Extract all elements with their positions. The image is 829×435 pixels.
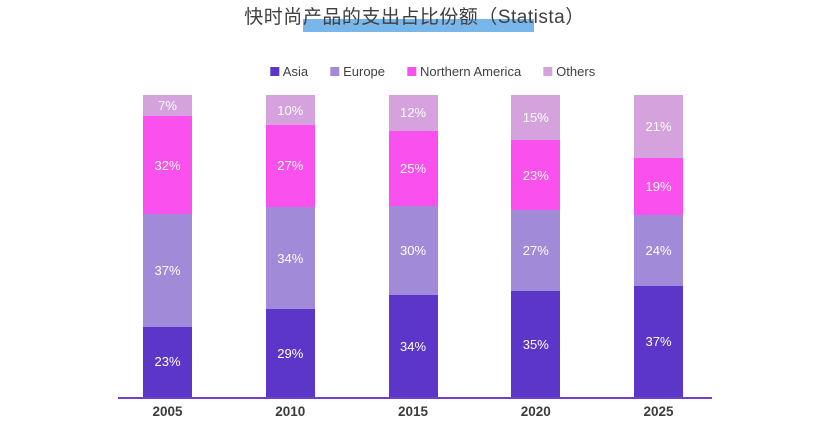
legend-item-northern-america: Northern America [407,64,521,79]
bar-segment-asia: 34% [388,295,438,397]
x-axis-label-2015: 2015 [397,404,429,419]
data-label: 29% [277,345,304,361]
data-label: 30% [399,243,427,258]
x-axis-label-2010: 2010 [275,404,306,419]
legend-swatch-icon [543,67,553,76]
bar-segment-others: 21% [634,95,683,158]
legend-swatch-icon [330,67,340,76]
legend-item-others: Others [543,64,595,79]
legend-swatch-icon [407,67,417,76]
bar-2015: 34% 30% 25% 12% [388,95,438,397]
title-text-after: ista） [533,7,585,28]
data-label: 15% [522,110,549,126]
legend-item-europe: Europe [330,64,385,79]
data-label: 37% [154,262,181,278]
bar-segment-europe: 27% [511,209,561,292]
bar-segment-asia: 35% [511,291,561,397]
data-label: 21% [645,118,672,134]
data-label: 27% [522,243,549,259]
bar-2010: 29% 34% 27% 10% [265,95,315,397]
bar-segment-northern-america: 32% [143,116,192,214]
data-label: 34% [277,250,304,266]
bar-segment-northern-america: 19% [634,157,683,215]
bar-segment-others: 12% [388,95,438,131]
legend-label: Northern America [420,64,522,79]
chart-legend: Asia Europe Northern America Others [269,64,595,79]
x-axis-label-2025: 2025 [643,404,674,419]
legend-item-asia: Asia [269,64,309,79]
data-label: 10% [277,102,304,118]
data-label: 37% [645,334,672,350]
bar-2005: 23% 37% 32% 7% [143,95,192,397]
bar-segment-northern-america: 23% [511,140,561,210]
data-label: 34% [399,338,427,354]
bar-segment-europe: 37% [143,213,192,327]
x-axis-labels: 2005 2010 2015 2020 2025 [118,404,712,419]
chart-area: 23% 37% 32% 7% 29% 34% 27% 10% 34% 30% 25% 12% 35% 27… [118,95,712,399]
legend-swatch-icon [269,67,279,76]
x-axis-label-2020: 2020 [520,404,551,419]
chart-title: 快时尚产品的支出占比份额（Statista） [0,5,829,32]
bar-2020: 35% 27% 23% 15% [511,95,561,397]
legend-label: Europe [343,64,386,79]
bar-segment-asia: 23% [143,326,192,397]
bar-2025: 37% 24% 19% 21% [634,95,683,397]
data-label: 23% [522,167,549,183]
bar-segment-europe: 34% [265,206,315,310]
data-label: 32% [154,157,181,173]
bar-segment-northern-america: 25% [388,130,438,206]
title-highlighted-text: 产品的支出占比份额（Stat [302,7,534,32]
data-label: 25% [399,160,427,176]
data-label: 27% [277,158,304,174]
bar-segment-northern-america: 27% [265,125,315,207]
data-label: 19% [645,178,672,194]
x-axis-label-2005: 2005 [152,404,183,419]
bars: 23% 37% 32% 7% 29% 34% 27% 10% 34% 30% 25% 12% 35% 27… [118,95,712,397]
bar-segment-others: 7% [143,95,192,117]
data-label: 12% [399,105,427,121]
legend-label: Asia [282,64,309,79]
bar-segment-europe: 24% [634,214,683,287]
bar-segment-europe: 30% [388,205,438,296]
data-label: 23% [154,354,181,370]
bar-segment-asia: 29% [265,309,315,397]
bar-segment-others: 15% [511,95,561,141]
data-label: 35% [522,336,549,352]
data-label: 24% [645,243,672,258]
data-label: 7% [158,98,177,114]
bar-segment-asia: 37% [634,286,683,397]
bar-segment-others: 10% [265,95,315,126]
title-text-before: 快时尚 [244,7,303,28]
legend-label: Others [556,64,596,79]
